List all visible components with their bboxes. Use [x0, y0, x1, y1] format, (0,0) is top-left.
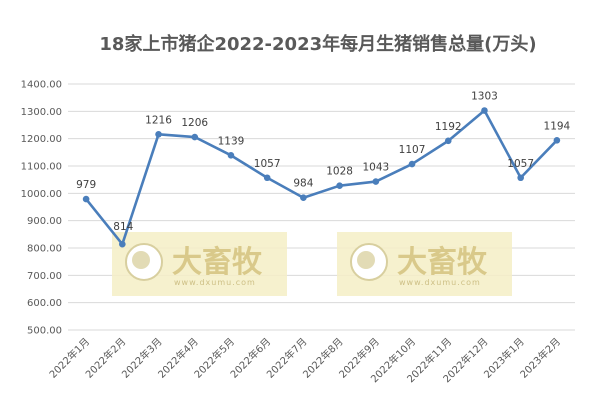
- data-point: [191, 133, 199, 141]
- watermark-icon-inner: [132, 251, 150, 269]
- y-tick-label: 500.00: [27, 326, 62, 337]
- data-point: [155, 130, 162, 138]
- watermark-subtext: www.dxumu.com: [399, 278, 481, 287]
- data-label: 984: [293, 178, 313, 190]
- data-label: 1194: [544, 120, 571, 132]
- y-tick-label: 1200.00: [21, 134, 62, 145]
- x-axis: 2022年1月2022年2月2022年3月2022年4月2022年5月2022年…: [46, 335, 563, 385]
- data-label: 1057: [254, 158, 281, 170]
- data-points: [82, 107, 561, 248]
- data-point: [408, 160, 416, 168]
- data-labels: 979 814 1216 1206 1139 1057 984 1028 1043 1107 119…: [76, 91, 570, 234]
- data-point: [444, 137, 452, 145]
- data-point: [553, 137, 561, 144]
- data-label: 1206: [181, 117, 208, 129]
- data-label: 1192: [435, 121, 462, 133]
- data-label: 1139: [218, 135, 245, 147]
- data-label: 1043: [362, 162, 389, 174]
- data-label: 1216: [145, 114, 172, 126]
- y-tick-label: 600.00: [27, 298, 62, 309]
- data-point: [336, 182, 343, 189]
- watermark-icon-inner: [357, 251, 375, 269]
- data-label: 1028: [326, 166, 353, 178]
- chart-title: 18家上市猪企2022-2023年每月生猪销售总量(万头): [99, 33, 536, 55]
- data-point: [481, 107, 488, 114]
- data-label: 1303: [471, 91, 498, 103]
- watermark-subtext: www.dxumu.com: [174, 278, 256, 287]
- data-point: [119, 240, 126, 248]
- y-tick-label: 1000.00: [21, 189, 62, 200]
- data-label: 814: [113, 221, 133, 233]
- series-line: [85, 109, 558, 246]
- data-point: [517, 174, 524, 182]
- data-point: [82, 195, 90, 203]
- watermark-text: 大畜牧: [397, 245, 488, 280]
- y-tick-label: 900.00: [27, 216, 62, 227]
- watermark-text: 大畜牧: [172, 245, 263, 280]
- y-tick-label: 1300.00: [21, 107, 62, 118]
- y-tick-label: 1100.00: [21, 162, 62, 173]
- data-point: [372, 178, 380, 185]
- data-label: 1057: [507, 158, 534, 170]
- series-polyline: [85, 109, 558, 246]
- data-label: 979: [76, 179, 96, 191]
- data-point: [263, 174, 271, 182]
- data-point: [300, 194, 307, 202]
- y-tick-label: 700.00: [27, 271, 62, 282]
- y-tick-label: 1400.00: [21, 80, 62, 91]
- y-axis: 500.00 600.00 700.00 800.00 900.00 1000.00 110…: [21, 80, 62, 337]
- data-label: 1107: [399, 144, 426, 156]
- data-point: [227, 152, 235, 159]
- y-tick-label: 800.00: [27, 244, 62, 255]
